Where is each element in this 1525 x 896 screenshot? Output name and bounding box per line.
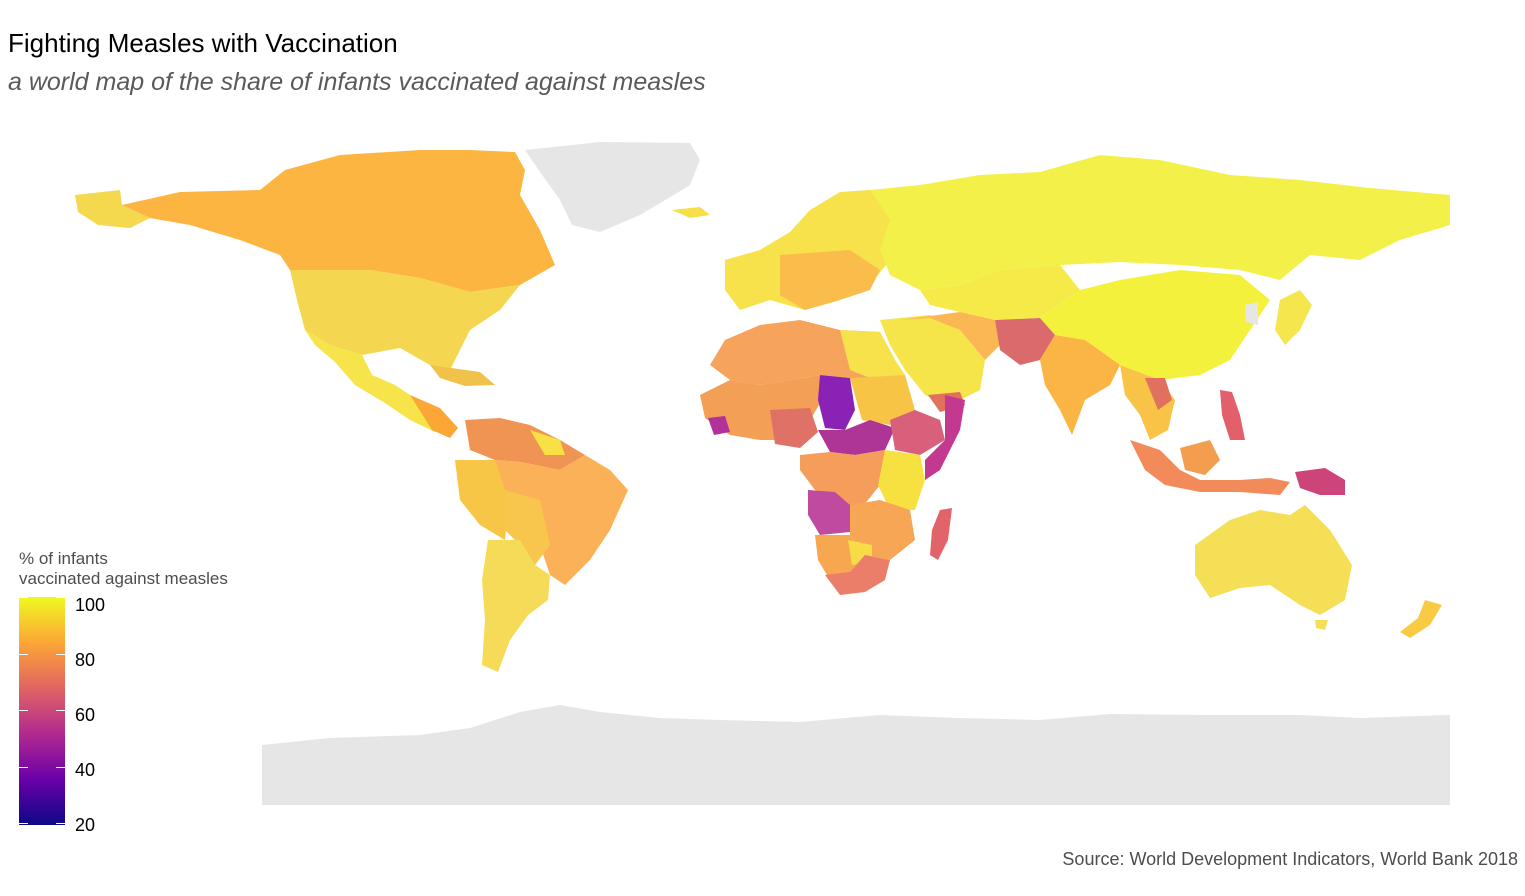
region-central-america bbox=[410, 395, 458, 438]
legend-tick-mark bbox=[19, 597, 28, 598]
region-russia bbox=[870, 155, 1450, 290]
region-iceland bbox=[672, 207, 710, 218]
region-png bbox=[1295, 468, 1345, 495]
region-east-africa bbox=[878, 450, 925, 510]
region-south-africa bbox=[825, 555, 890, 595]
legend-tick-label: 100 bbox=[75, 595, 106, 615]
region-central-asia bbox=[920, 265, 1080, 320]
region-madagascar bbox=[930, 508, 952, 560]
region-mexico bbox=[305, 330, 450, 432]
region-guianas bbox=[530, 430, 565, 455]
region-usa bbox=[290, 270, 520, 380]
region-china bbox=[1040, 270, 1270, 380]
legend-tick-mark bbox=[19, 710, 28, 711]
region-australia bbox=[1195, 505, 1352, 615]
region-east-europe bbox=[780, 250, 880, 310]
region-caribbean bbox=[430, 365, 495, 386]
legend-title-line1: % of infants bbox=[19, 549, 108, 568]
legend-tick-label: 60 bbox=[75, 705, 96, 725]
region-laos bbox=[1145, 378, 1172, 410]
region-drc bbox=[800, 450, 885, 510]
legend-tick-mark bbox=[56, 766, 65, 768]
legend-tick-label: 80 bbox=[75, 650, 96, 670]
region-egypt bbox=[840, 330, 905, 378]
region-ethiopia bbox=[890, 410, 945, 455]
region-middle-east bbox=[880, 315, 985, 405]
region-angola bbox=[808, 490, 850, 535]
region-alaska bbox=[75, 190, 150, 228]
legend-tick-mark bbox=[56, 710, 65, 711]
region-sudan bbox=[850, 375, 915, 425]
region-colombia-venezuela bbox=[465, 418, 585, 470]
region-indonesia bbox=[1130, 440, 1290, 495]
legend-title-line2: vaccinated against measles bbox=[19, 569, 228, 588]
region-new-zealand bbox=[1400, 600, 1442, 638]
region-car bbox=[818, 420, 895, 455]
region-bolivia bbox=[505, 490, 550, 565]
region-somalia bbox=[925, 395, 965, 480]
source-caption: Source: World Development Indicators, Wo… bbox=[1062, 849, 1518, 869]
region-japan bbox=[1275, 290, 1312, 345]
region-peru bbox=[455, 460, 510, 540]
page-title: Fighting Measles with Vaccination bbox=[8, 28, 398, 58]
region-iran bbox=[900, 312, 1000, 360]
region-guinea bbox=[708, 416, 730, 435]
legend-colorbar bbox=[19, 597, 65, 825]
page-subtitle: a world map of the share of infants vacc… bbox=[8, 68, 706, 96]
region-greenland bbox=[525, 142, 700, 232]
region-borneo bbox=[1180, 440, 1220, 475]
legend-tick-label: 20 bbox=[75, 815, 96, 835]
legend-tick-label: 40 bbox=[75, 760, 96, 780]
legend-title: % of infants vaccinated against measles bbox=[19, 549, 228, 589]
region-korea-nodata bbox=[1245, 302, 1258, 325]
region-afghanistan bbox=[995, 318, 1055, 365]
legend-tick-mark bbox=[56, 823, 65, 824]
legend-tick-mark bbox=[56, 597, 65, 598]
region-india bbox=[1040, 335, 1120, 435]
legend-tick-mark bbox=[19, 766, 28, 768]
region-chad bbox=[818, 375, 855, 430]
region-antarctica bbox=[262, 705, 1450, 805]
region-nigeria bbox=[770, 408, 818, 448]
region-tasmania bbox=[1315, 620, 1328, 630]
region-argentina bbox=[482, 540, 550, 672]
legend-tick-mark bbox=[19, 653, 28, 655]
region-brazil bbox=[495, 455, 628, 585]
legend-tick-mark bbox=[19, 823, 28, 824]
region-canada bbox=[122, 150, 555, 292]
legend-tick-mark bbox=[56, 653, 65, 655]
region-philippines bbox=[1220, 390, 1245, 440]
